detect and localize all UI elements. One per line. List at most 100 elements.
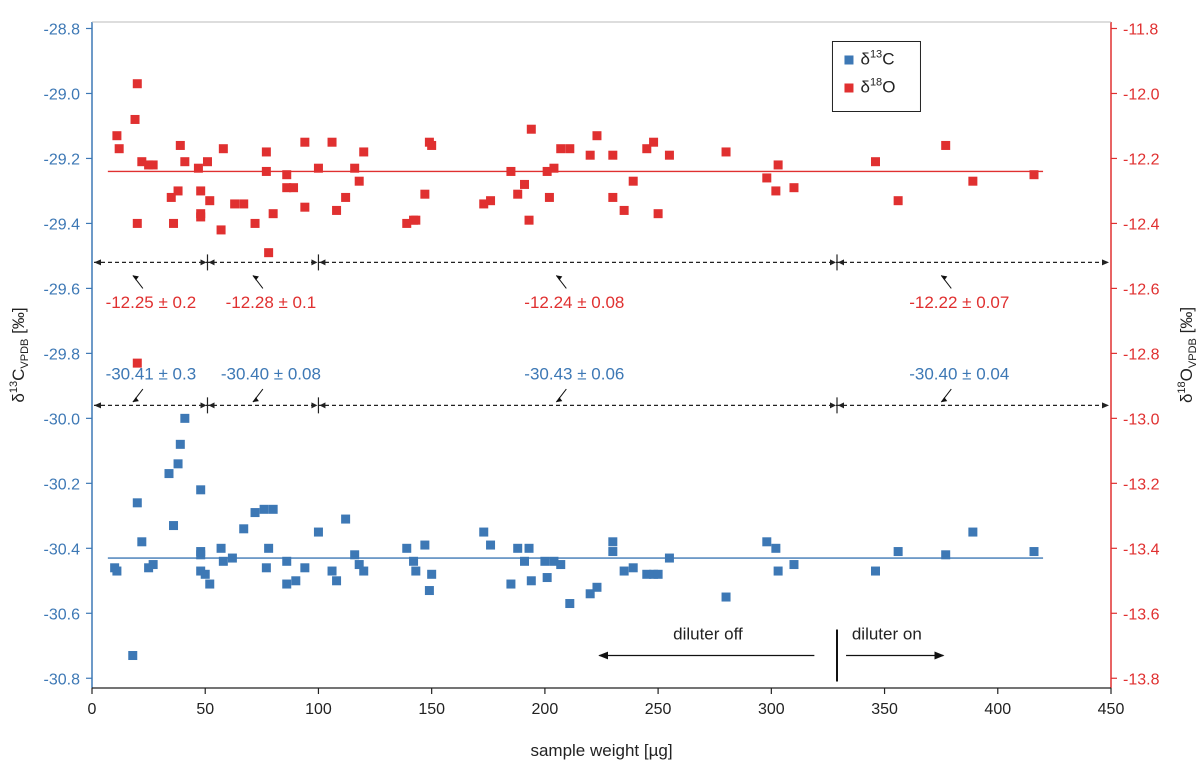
oxygen-data-point xyxy=(130,114,140,124)
carbon-data-point xyxy=(112,566,122,576)
range-markers xyxy=(94,254,1109,414)
oxygen-data-point xyxy=(180,157,190,167)
oxygen-data-point xyxy=(359,147,369,157)
carbon-data-point xyxy=(250,508,260,518)
range-arrowhead-right xyxy=(1102,402,1109,409)
carbon-data-point xyxy=(300,563,310,573)
oxygen-data-point xyxy=(144,160,154,170)
carbon-data-point xyxy=(479,527,489,537)
carbon-data-point xyxy=(642,569,652,579)
oxygen-data-point xyxy=(592,131,602,141)
carbon-data-point xyxy=(608,547,618,557)
oxygen-data-point xyxy=(542,166,552,176)
oxygen-data-point xyxy=(628,176,638,186)
oxygen-data-point xyxy=(642,144,652,154)
oxygen-data-point xyxy=(261,166,271,176)
carbon-data-point xyxy=(424,586,434,596)
data-points xyxy=(110,79,1039,661)
carbon-data-point xyxy=(196,550,206,560)
carbon-data-point xyxy=(506,579,516,589)
carbon-data-point xyxy=(218,556,228,566)
oxygen-range-mean-label: -12.24 ± 0.08 xyxy=(524,293,624,312)
range-arrowhead-left-side xyxy=(830,259,837,266)
oxygen-data-point xyxy=(166,192,176,202)
oxygen-data-point xyxy=(205,196,215,206)
carbon-data-point xyxy=(565,599,575,609)
carbon-data-point xyxy=(542,573,552,583)
carbon-data-point xyxy=(341,514,351,524)
oxygen-data-point xyxy=(300,202,310,212)
carbon-data-point xyxy=(592,582,602,592)
left-tick-label: -30.6 xyxy=(44,606,81,623)
carbon-data-point xyxy=(619,566,629,576)
legend-box xyxy=(831,40,921,112)
carbon-data-point xyxy=(261,563,271,573)
oxygen-data-point xyxy=(556,144,566,154)
oxygen-data-point xyxy=(664,150,674,160)
oxygen-data-point xyxy=(114,144,124,154)
oxygen-data-point xyxy=(524,215,534,225)
carbon-data-point xyxy=(1029,547,1039,557)
carbon-data-point xyxy=(486,540,496,550)
x-tick-label: 200 xyxy=(532,701,559,718)
carbon-annotation-arrowhead xyxy=(556,397,563,403)
oxygen-data-point xyxy=(250,218,260,228)
carbon-data-point xyxy=(427,569,437,579)
plot-frame xyxy=(91,21,1112,689)
right-tick-label: -12.4 xyxy=(1123,216,1160,233)
right-tick-label: -13.2 xyxy=(1123,476,1160,493)
annotations: -12.25 ± 0.2 -12.28 ± 0.1 -12.24 ± 0.08 -12… xyxy=(106,275,1009,682)
oxygen-data-point xyxy=(289,183,299,193)
oxygen-data-point xyxy=(300,137,310,147)
oxygen-range-mean-label: -12.28 ± 0.1 xyxy=(226,293,317,312)
carbon-data-point xyxy=(628,563,638,573)
carbon-data-point xyxy=(196,566,206,576)
oxygen-data-point xyxy=(411,215,421,225)
carbon-data-point xyxy=(144,563,154,573)
carbon-data-point xyxy=(180,413,190,423)
left-tick-label: -29.6 xyxy=(44,281,81,298)
oxygen-data-point xyxy=(870,157,880,167)
carbon-data-point xyxy=(721,592,731,602)
x-tick-label: 300 xyxy=(758,701,785,718)
oxygen-data-point xyxy=(137,157,147,167)
oxygen-range-mean-label: -12.25 ± 0.2 xyxy=(106,293,197,312)
oxygen-range-mean-label: -12.22 ± 0.07 xyxy=(909,293,1009,312)
carbon-annotation-arrowhead xyxy=(941,397,948,403)
right-tick-label: -11.8 xyxy=(1123,21,1158,38)
carbon-data-point xyxy=(350,550,360,560)
x-axis-label: sample weight [µg] xyxy=(530,741,672,760)
carbon-data-point xyxy=(893,547,903,557)
left-tick-label: -29.4 xyxy=(44,216,81,233)
range-arrowhead-right-side xyxy=(208,402,215,409)
range-arrowhead-right-side xyxy=(838,259,845,266)
carbon-data-point xyxy=(354,560,364,570)
oxygen-data-point xyxy=(619,205,629,215)
carbon-data-point xyxy=(137,537,147,547)
oxygen-data-point xyxy=(350,163,360,173)
oxygen-data-point xyxy=(175,140,185,150)
oxygen-data-point xyxy=(721,147,731,157)
diluter-off-label: diluter off xyxy=(673,624,743,643)
oxygen-data-point xyxy=(332,205,342,215)
carbon-data-point xyxy=(164,469,174,479)
right-tick-label: -12.0 xyxy=(1123,86,1160,103)
carbon-data-point xyxy=(227,553,237,563)
oxygen-data-point xyxy=(585,150,595,160)
oxygen-data-point xyxy=(193,163,203,173)
carbon-data-point xyxy=(282,556,292,566)
carbon-data-point xyxy=(313,527,323,537)
oxygen-data-point xyxy=(264,248,274,258)
oxygen-data-point xyxy=(1029,170,1039,180)
oxygen-data-point xyxy=(132,218,142,228)
right-tick-label: -12.8 xyxy=(1123,346,1160,363)
x-tick-label: 150 xyxy=(418,701,445,718)
oxygen-data-point xyxy=(608,192,618,202)
oxygen-data-point xyxy=(132,79,142,89)
oxygen-data-point xyxy=(968,176,978,186)
carbon-data-point xyxy=(941,550,951,560)
range-arrowhead-left-side xyxy=(200,402,207,409)
oxygen-data-point xyxy=(941,140,951,150)
carbon-data-point xyxy=(216,543,226,553)
